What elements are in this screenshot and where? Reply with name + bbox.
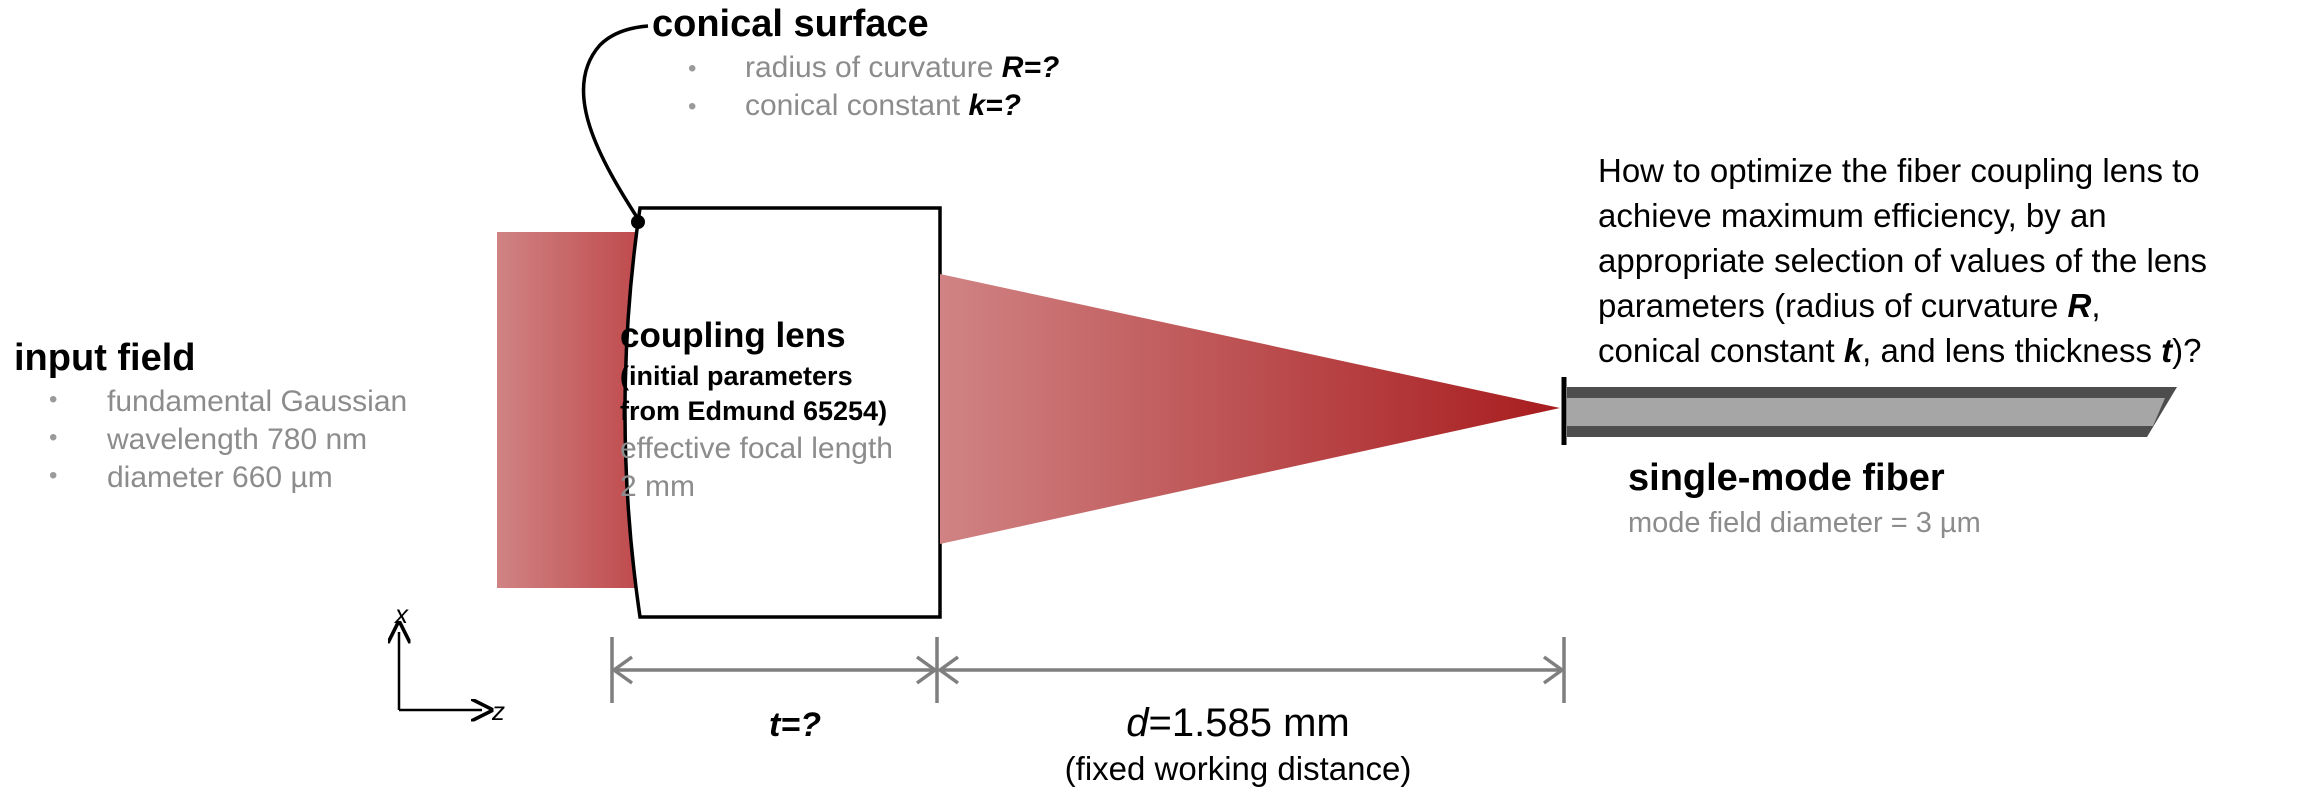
coordinate-axes: [399, 632, 482, 710]
bullet: •: [49, 424, 57, 451]
lens-source-line1: (initial parameters: [620, 361, 853, 391]
conical-surface-leader: [581, 24, 649, 223]
input-field-item: diameter 660 µm: [107, 461, 333, 494]
bullet: •: [49, 462, 57, 489]
z-axis-label: z: [491, 696, 505, 726]
input-field-title: input field: [14, 337, 196, 379]
radius-of-curvature-item: radius of curvature R=?: [745, 51, 1059, 84]
working-distance-label: d=1.585 mm: [1126, 701, 1349, 745]
svg-text:achieve maximum efficiency, by: achieve maximum efficiency, by an: [1598, 197, 2107, 234]
dimension-markers: [610, 637, 1566, 703]
coupling-lens: [623, 206, 942, 619]
conical-surface-title: conical surface: [652, 3, 929, 45]
fiber-mode-field: mode field diameter = 3 µm: [1628, 507, 1981, 539]
bullet: •: [49, 386, 57, 413]
lens-source-line2: from Edmund 65254): [620, 396, 887, 426]
focal-length-value: 2 mm: [620, 470, 695, 503]
svg-text:appropriate selection of value: appropriate selection of values of the l…: [1598, 242, 2207, 279]
input-beam: [497, 232, 640, 588]
focal-length-label: effective focal length: [620, 432, 893, 465]
conical-constant-item: conical constant k=?: [745, 89, 1021, 122]
input-field-item: wavelength 780 nm: [106, 423, 367, 456]
fiber-title: single-mode fiber: [1628, 457, 1945, 499]
input-field-item: fundamental Gaussian: [107, 385, 407, 418]
output-beam: [940, 274, 1560, 544]
svg-text:parameters (radius of curvatur: parameters (radius of curvature R,: [1598, 287, 2101, 324]
x-axis-label: x: [393, 599, 409, 629]
bullet: •: [688, 93, 696, 120]
bullet: •: [688, 55, 696, 82]
lens-thickness-label: t=?: [769, 706, 821, 744]
fiber-core: [1567, 398, 2165, 426]
coupling-lens-title: coupling lens: [620, 316, 846, 355]
conical-surface-point: [631, 215, 645, 229]
optimization-question: How to optimize the fiber coupling lens …: [1598, 152, 2207, 369]
working-distance-note: (fixed working distance): [1065, 750, 1412, 787]
svg-text:How to optimize the fiber coup: How to optimize the fiber coupling lens …: [1598, 152, 2200, 189]
svg-text:conical constant k, and lens t: conical constant k, and lens thickness t…: [1598, 332, 2202, 369]
